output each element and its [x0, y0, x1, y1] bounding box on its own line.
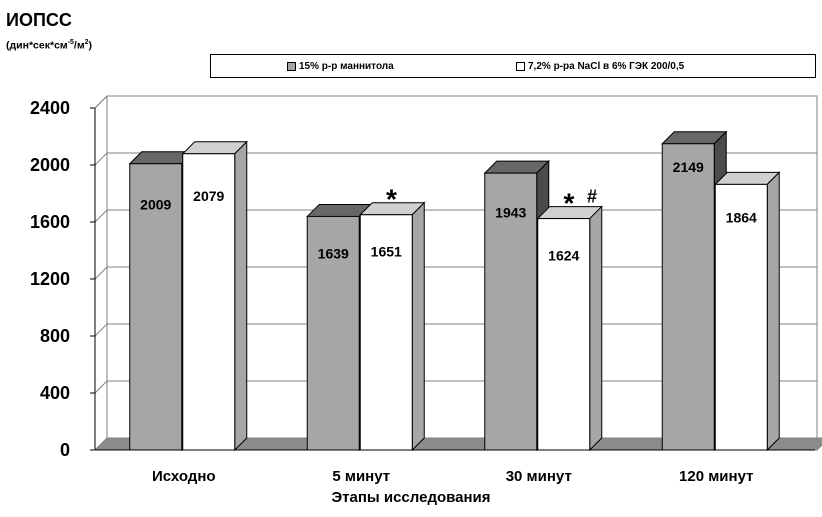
bar-c3-s0	[661, 143, 715, 451]
bar-c2-s1	[537, 218, 591, 451]
legend-label-series-2: 7,2% р-ра NaCl в 6% ГЭК 200/0,5	[528, 61, 685, 72]
x-tick-label-2: 30 минут	[506, 468, 572, 485]
gridline-depth-5	[94, 152, 108, 166]
gridline-depth-3	[94, 266, 108, 280]
bar-side-c2-s1	[589, 205, 603, 452]
bar-c1-s0	[306, 215, 360, 451]
annotation-superscript-1: #	[587, 187, 597, 207]
data-label-c1-s0: 1639	[318, 245, 349, 261]
x-tick-label-3: 120 минут	[679, 468, 753, 485]
y-tick-label-5: 2000	[30, 155, 70, 175]
y-tick-label-2: 800	[40, 326, 70, 346]
gridline-depth-2	[94, 323, 108, 337]
annotation-0: *	[386, 184, 397, 215]
y-axis-unit: (дин*сек*см-5/м2)	[6, 39, 93, 52]
data-label-c3-s0: 2149	[673, 159, 704, 175]
gridline-depth-1	[94, 380, 108, 394]
data-label-c0-s0: 2009	[140, 197, 171, 213]
gridline-depth-4	[94, 209, 108, 223]
data-label-c2-s1: 1624	[548, 248, 579, 264]
y-axis-depth	[94, 95, 108, 109]
annotation-1: *	[563, 188, 574, 219]
legend-item-series-2: 7,2% р-ра NaCl в 6% ГЭК 200/0,5	[516, 61, 684, 72]
legend-label-series-1: 15% р-р маннитола	[299, 61, 394, 72]
legend-swatch-series-2	[516, 62, 525, 71]
bar-c0-s0	[129, 163, 183, 451]
data-label-c1-s1: 1651	[371, 244, 402, 260]
x-tick-label-1: 5 минут	[332, 468, 390, 485]
data-label-c2-s0: 1943	[495, 204, 526, 220]
bar-side-c0-s1	[234, 140, 248, 452]
legend-swatch-series-1	[287, 62, 296, 71]
chart-title: ИОПСС	[6, 10, 72, 30]
x-axis-label: Этапы исследования	[331, 489, 491, 506]
data-label-c0-s1: 2079	[193, 188, 224, 204]
y-tick-label-1: 400	[40, 383, 70, 403]
bar-c1-s1	[359, 214, 413, 451]
bar-side-c1-s1	[411, 201, 425, 452]
y-tick-label-4: 1600	[30, 212, 70, 232]
x-tick-label-0: Исходно	[152, 468, 216, 485]
y-tick-label-6: 2400	[30, 98, 70, 118]
legend: 15% р-р маннитола 7,2% р-ра NaCl в 6% ГЭ…	[210, 54, 816, 78]
bar-side-c3-s1	[766, 171, 780, 452]
bar-c0-s1	[182, 153, 236, 451]
data-label-c3-s1: 1864	[726, 209, 757, 225]
bar-c3-s1	[714, 183, 768, 451]
y-tick-label-0: 0	[60, 440, 70, 460]
bar-c2-s0	[484, 172, 538, 451]
y-tick-label-3: 1200	[30, 269, 70, 289]
legend-item-series-1: 15% р-р маннитола	[287, 61, 394, 72]
